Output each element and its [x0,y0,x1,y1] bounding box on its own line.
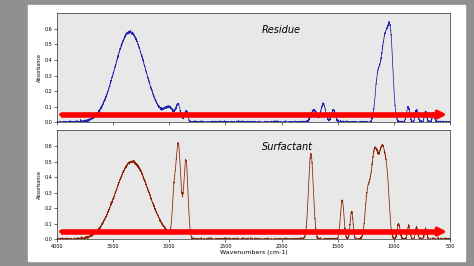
Text: Surfactant: Surfactant [262,142,312,152]
X-axis label: Wavenumbers (cm-1): Wavenumbers (cm-1) [220,250,287,255]
Y-axis label: Absorbance: Absorbance [37,170,42,200]
Y-axis label: Absorbance: Absorbance [37,53,42,82]
Text: Residue: Residue [262,25,301,35]
